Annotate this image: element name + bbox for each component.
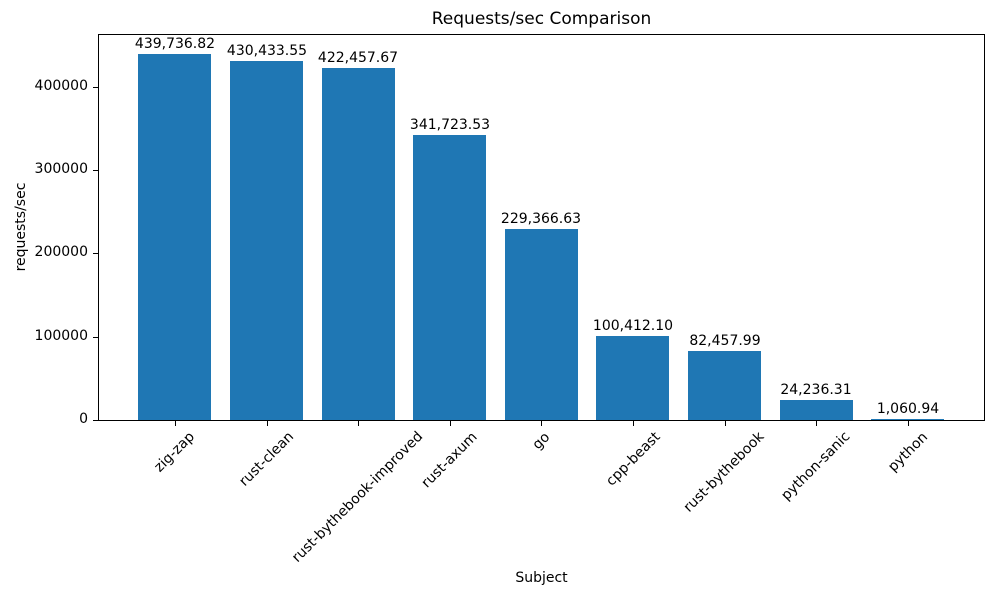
y-tick-label: 300000 [34, 161, 88, 177]
x-tick-label: cpp-beast [603, 428, 664, 490]
bar-value-label: 100,412.10 [592, 318, 674, 334]
bar-value-label: 24,236.31 [780, 382, 852, 398]
x-tick [908, 421, 909, 426]
bar-value-label: 439,736.82 [134, 36, 216, 52]
x-tick-label: python-sanic [778, 428, 854, 504]
bar-value-label: 422,457.67 [317, 50, 399, 66]
bar-value-label: 341,723.53 [409, 117, 491, 133]
bar-value-label: 82,457.99 [689, 333, 761, 349]
y-tick-label: 400000 [34, 78, 88, 94]
bar-value-label: 1,060.94 [876, 401, 940, 417]
x-axis-label: Subject [515, 570, 568, 586]
x-tick [725, 421, 726, 426]
y-tick [93, 170, 98, 171]
bar-go [505, 229, 578, 420]
x-tick [541, 421, 542, 426]
x-tick-label: go [529, 429, 554, 453]
y-tick [93, 253, 98, 254]
plot-area: 439,736.82 430,433.55 422,457.67 341,723.53… [98, 34, 985, 421]
bar-rust-bythebook [688, 351, 761, 420]
x-tick-label: python [885, 429, 932, 476]
bar-python-sanic [780, 400, 853, 420]
x-tick-label: zig-zap [151, 428, 198, 476]
bar-rust-axum [413, 135, 486, 420]
x-tick [175, 421, 176, 426]
x-tick [633, 421, 634, 426]
x-tick-label: rust-bythebook [680, 428, 768, 516]
y-tick-label: 0 [79, 411, 88, 427]
bar-value-label: 229,366.63 [500, 211, 582, 227]
y-tick [93, 337, 98, 338]
y-tick [93, 420, 98, 421]
x-tick [816, 421, 817, 426]
y-tick-label: 100000 [34, 328, 88, 344]
y-tick [93, 87, 98, 88]
bar-cpp-beast [596, 336, 669, 420]
x-tick [450, 421, 451, 426]
bar-zig-zap [138, 54, 211, 420]
x-tick [267, 421, 268, 426]
bar-rust-bythebook-improved [322, 68, 395, 420]
x-tick-label: rust-clean [236, 428, 298, 490]
bar-rust-clean [230, 61, 303, 420]
x-tick-label: rust-axum [418, 429, 481, 492]
bar-python [871, 419, 944, 420]
x-tick [358, 421, 359, 426]
chart-title: Requests/sec Comparison [431, 9, 652, 29]
y-tick-label: 200000 [34, 244, 88, 260]
bar-value-label: 430,433.55 [226, 43, 308, 59]
x-tick-label: rust-bythebook-improved [289, 428, 427, 566]
